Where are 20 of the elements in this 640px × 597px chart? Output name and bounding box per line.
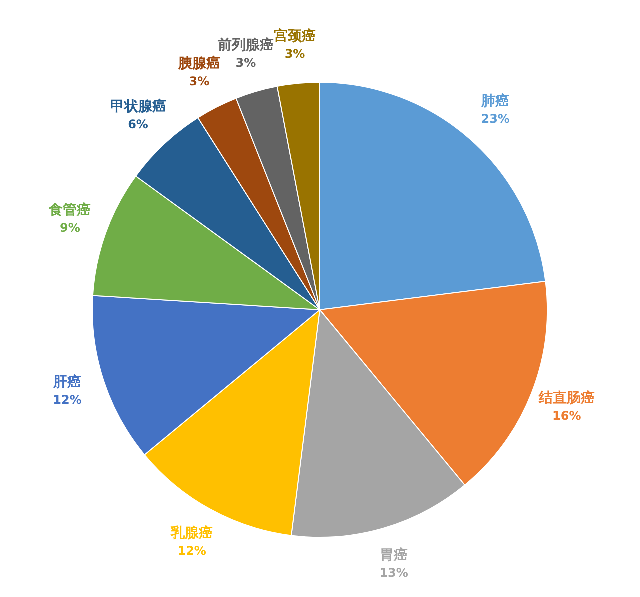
slice-label: 结直肠癌	[538, 389, 595, 406]
data-label: 3%	[284, 46, 306, 61]
slice-label: 食管癌	[48, 202, 92, 219]
slice-label: 胰腺癌	[177, 55, 220, 72]
data-label: 16%	[552, 408, 582, 423]
slice-label: 前列腺癌	[216, 36, 274, 54]
data-label: 23%	[481, 112, 510, 126]
slice-label: 乳腺癌	[170, 524, 214, 542]
data-label: 6%	[128, 118, 148, 132]
data-label: 3%	[189, 74, 210, 89]
slice-label: 肝癌	[52, 374, 82, 391]
slice-label: 宫颈癌	[274, 27, 316, 44]
data-label: 13%	[380, 566, 408, 580]
slice-label: 肺癌	[480, 92, 510, 110]
data-label: 12%	[53, 393, 82, 408]
data-label: 9%	[60, 221, 80, 236]
data-label: 12%	[178, 544, 206, 558]
slice-label: 胃癌	[380, 546, 408, 564]
data-label: 3%	[236, 56, 256, 70]
slice-label: 甲状腺癌	[110, 98, 166, 116]
